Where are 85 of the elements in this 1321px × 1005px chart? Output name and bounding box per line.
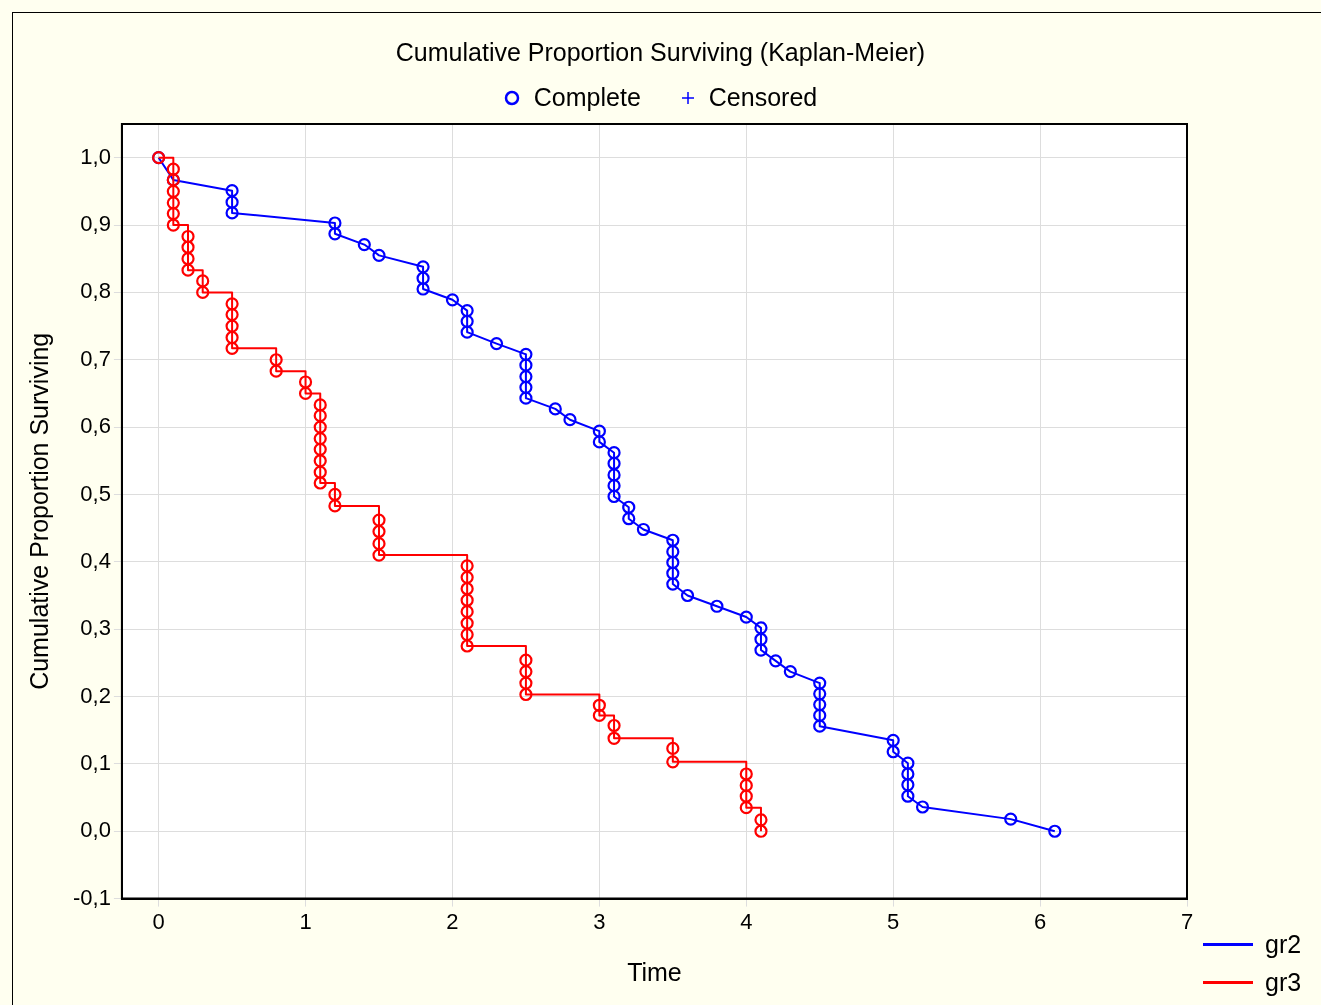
chart-title: Cumulative Proportion Surviving (Kaplan-Meier): [394, 38, 927, 67]
point: [225, 341, 239, 355]
point: [754, 813, 768, 827]
y-axis-title: Cumulative Proportion Surviving: [24, 332, 53, 690]
point: [739, 778, 753, 793]
x-tick-label: 6: [1033, 908, 1047, 934]
point: [196, 274, 210, 288]
point: [225, 308, 239, 322]
point: [166, 196, 180, 210]
x-tick-label: 7: [1180, 908, 1194, 934]
text: Complete: [533, 83, 641, 112]
x-tick-label: 2: [446, 908, 459, 934]
point: [739, 767, 753, 781]
point: [754, 824, 768, 838]
point: [313, 431, 327, 446]
y-tick-label: 0,8: [80, 278, 111, 304]
point: [269, 364, 283, 378]
point: [519, 676, 533, 690]
point: [313, 442, 327, 456]
point: [460, 616, 474, 630]
point: [460, 570, 474, 584]
y-tick-label: 0,2: [80, 682, 111, 708]
point: [607, 718, 621, 733]
y-tick-label: 1,0: [80, 143, 111, 169]
point: [519, 653, 533, 667]
point: [372, 524, 386, 539]
x-tick-label: 0: [152, 908, 165, 934]
y-tick-label: 0,9: [80, 211, 111, 237]
point: [372, 513, 386, 527]
x-axis-title: Time: [627, 957, 682, 986]
point: [313, 420, 327, 434]
point: [181, 252, 195, 266]
point: [592, 708, 606, 722]
point: [460, 639, 474, 653]
point: [460, 582, 474, 596]
point: [519, 687, 533, 702]
point: [460, 593, 474, 607]
point: [313, 465, 327, 479]
point: [460, 605, 474, 619]
legend-label: gr2: [1265, 929, 1302, 959]
y-tick-label: 0,1: [80, 749, 111, 775]
point: [607, 731, 621, 745]
text: Censored: [708, 83, 818, 112]
point: [166, 184, 180, 198]
point: [196, 285, 210, 299]
point: [166, 162, 180, 176]
legend-label: gr3: [1265, 967, 1302, 997]
point: [372, 537, 386, 551]
point: [269, 353, 283, 367]
x-tick-label: 4: [740, 908, 753, 934]
point: [181, 240, 195, 254]
x-tick-label: 5: [887, 908, 900, 934]
point: [181, 229, 195, 244]
point: [313, 409, 327, 423]
point: [313, 476, 327, 490]
point: [666, 741, 680, 755]
point: [225, 330, 239, 345]
y-tick-label: -0,1: [72, 884, 111, 910]
point: [225, 297, 239, 311]
y-tick-label: 0,4: [80, 547, 111, 573]
point: [666, 755, 680, 769]
point: [313, 454, 327, 468]
point: [181, 263, 195, 277]
point: [298, 386, 313, 401]
point: [372, 548, 386, 562]
x-tick-label: 3: [593, 908, 606, 934]
point: [166, 218, 180, 232]
y-tick-label: 0,7: [80, 345, 111, 371]
point: [166, 206, 180, 221]
y-tick-label: 0,5: [80, 480, 111, 506]
y-tick-label: 0,0: [80, 817, 111, 843]
point: [313, 398, 327, 412]
point: [739, 789, 753, 803]
point: [225, 319, 239, 333]
point: [460, 627, 474, 642]
x-tick-label: 1: [299, 908, 312, 934]
point: [298, 375, 313, 389]
point: [460, 559, 474, 573]
point: [592, 698, 606, 712]
point: [328, 487, 342, 502]
point: [739, 801, 753, 815]
y-tick-label: 0,6: [80, 413, 111, 439]
point: [328, 499, 342, 513]
point: [519, 665, 533, 679]
y-tick-label: 0,3: [80, 615, 111, 641]
